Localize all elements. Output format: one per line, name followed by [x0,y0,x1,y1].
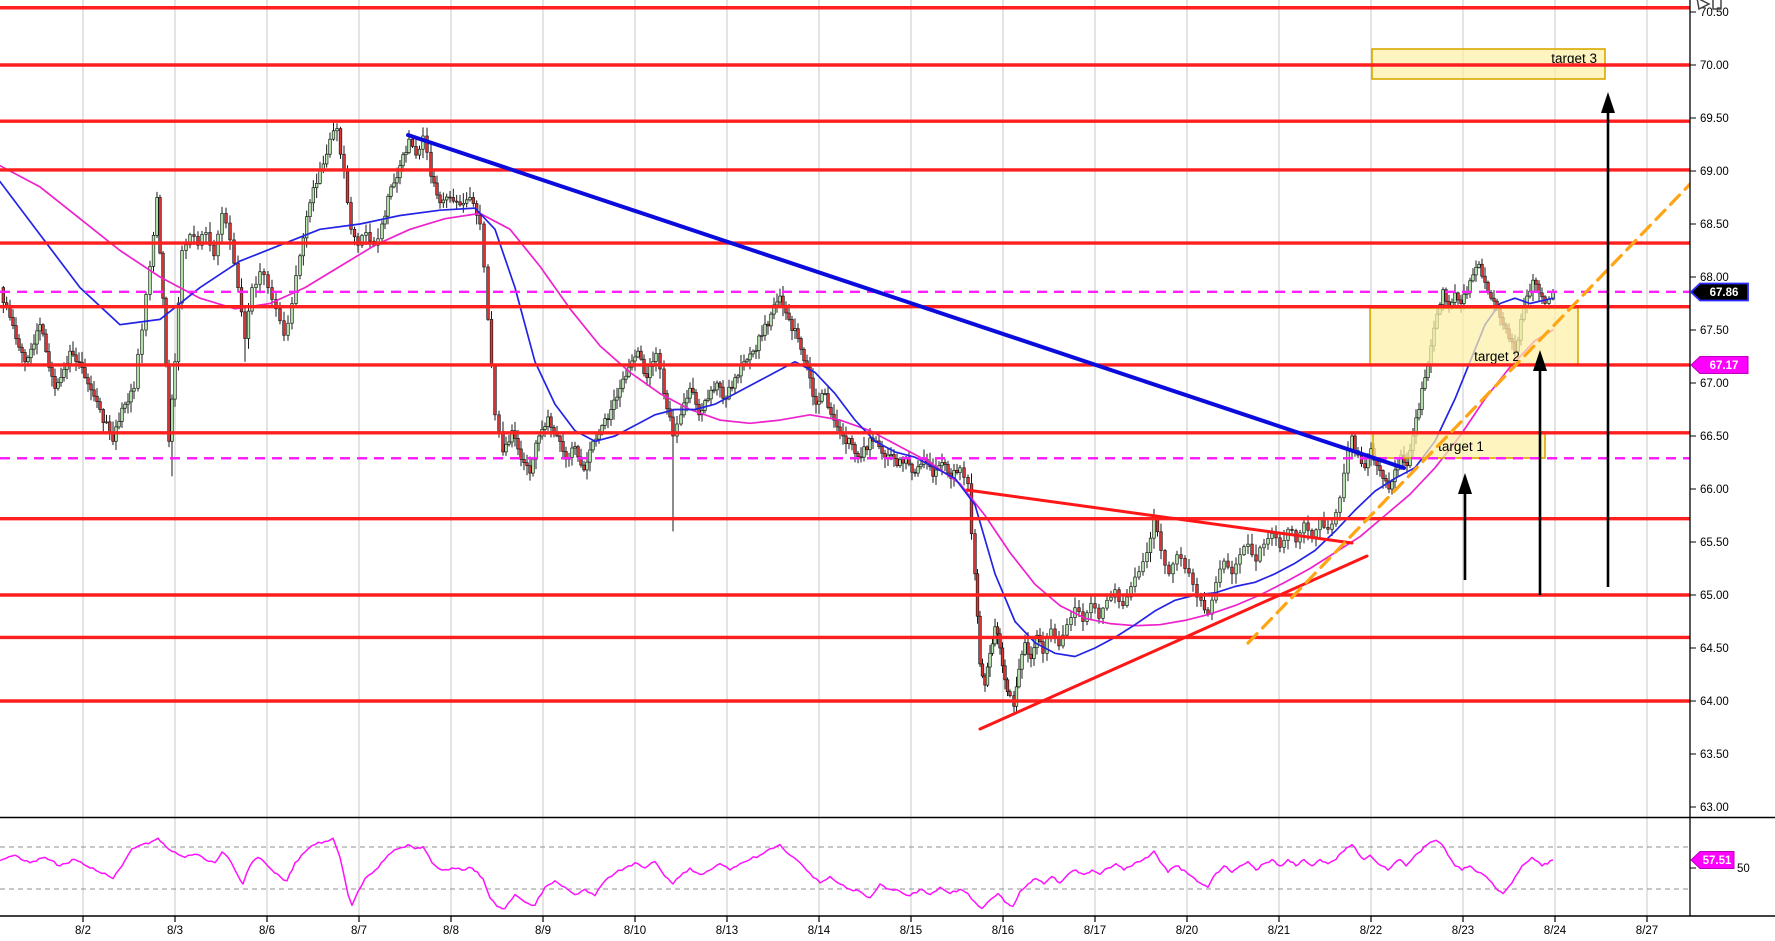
candlestick-series [1,122,1555,715]
y-tick-67.5: 67.50 [1700,325,1729,337]
y-tick-67: 67.00 [1700,378,1729,390]
x-tick-8/14: 8/14 [808,925,831,937]
x-tick-8/24: 8/24 [1544,925,1567,937]
x-tick-8/23: 8/23 [1452,925,1474,937]
horizontal-levels[interactable] [0,6,1690,703]
trendlines[interactable] [406,133,1696,731]
y-tick-65.5: 65.50 [1700,537,1729,549]
y-tick-70.5: 70.50 [1700,7,1729,19]
x-tick-8/16: 8/16 [992,925,1014,937]
y-tick-65: 65.00 [1700,590,1729,602]
cursor-flag-icon[interactable] [1696,0,1711,11]
price-axis[interactable]: 70.50 70.00 69.50 69.00 68.50 68.00 67.50 67.00… [1690,7,1729,869]
x-tick-8/20: 8/20 [1176,925,1198,937]
y-tick-70: 70.00 [1700,60,1729,72]
x-tick-8/6: 8/6 [259,925,275,937]
y-tick-68: 68.00 [1700,272,1729,284]
target-1-label: target 1 [1438,439,1484,454]
alert-level-value: 67.17 [1710,360,1739,372]
oscillator-value: 57.51 [1703,855,1732,867]
y-tick-63.5: 63.50 [1700,749,1729,761]
y-tick-64: 64.00 [1700,696,1729,708]
x-tick-8/27: 8/27 [1636,925,1658,937]
x-tick-8/8: 8/8 [443,925,459,937]
x-tick-8/22: 8/22 [1360,925,1382,937]
downtrend-line[interactable] [406,133,1406,470]
x-tick-8/3: 8/3 [167,925,183,937]
x-tick-8/17: 8/17 [1084,925,1106,937]
alert-level-tag: 67.17 [1690,356,1749,374]
arrow-to-target3[interactable] [1601,92,1615,587]
breakout-support-line[interactable] [1246,178,1696,645]
y-tick-66: 66.00 [1700,484,1729,496]
arrow-to-target2[interactable] [1533,350,1547,595]
x-tick-8/7: 8/7 [351,925,367,937]
moving-averages [0,164,1554,658]
arrow-to-target1[interactable] [1458,473,1472,580]
time-axis[interactable]: 8/2 8/3 8/6 8/7 8/8 8/9 8/10 8/13 8/14 8/15 8/16 8/… [75,916,1658,937]
triangle-upper-line[interactable] [965,488,1354,545]
projection-arrows[interactable] [1458,92,1615,595]
oscillator-value-tag: 57.51 [1690,851,1735,869]
target-1-zone[interactable] [1372,431,1546,459]
triangle-lower-line[interactable] [978,554,1369,731]
x-tick-8/21: 8/21 [1268,925,1290,937]
oscillator-series [0,837,1554,910]
target-3-label: target 3 [1551,51,1597,66]
target-2-label: target 2 [1474,349,1520,364]
price-axis-background [1690,0,1775,941]
y-tick-69.5: 69.50 [1700,113,1729,125]
x-tick-8/10: 8/10 [624,925,646,937]
y-tick-69: 69.00 [1700,166,1729,178]
y-tick-66.5: 66.50 [1700,431,1729,443]
oscillator-guides [0,846,1690,890]
y-tick-68.5: 68.50 [1700,219,1729,231]
y-tick-64.5: 64.50 [1700,643,1729,655]
x-tick-8/15: 8/15 [900,925,922,937]
note-icon[interactable] [1712,0,1722,10]
x-tick-8/2: 8/2 [75,925,91,937]
oscillator-mid-label: 50 [1737,863,1750,875]
x-tick-8/9: 8/9 [535,925,551,937]
last-price-tag: 67.86 [1689,282,1749,302]
chart-toolbar-icons[interactable] [1696,0,1722,11]
x-tick-8/13: 8/13 [716,925,738,937]
last-price-value: 67.86 [1710,287,1739,299]
y-tick-63: 63.00 [1700,802,1729,814]
